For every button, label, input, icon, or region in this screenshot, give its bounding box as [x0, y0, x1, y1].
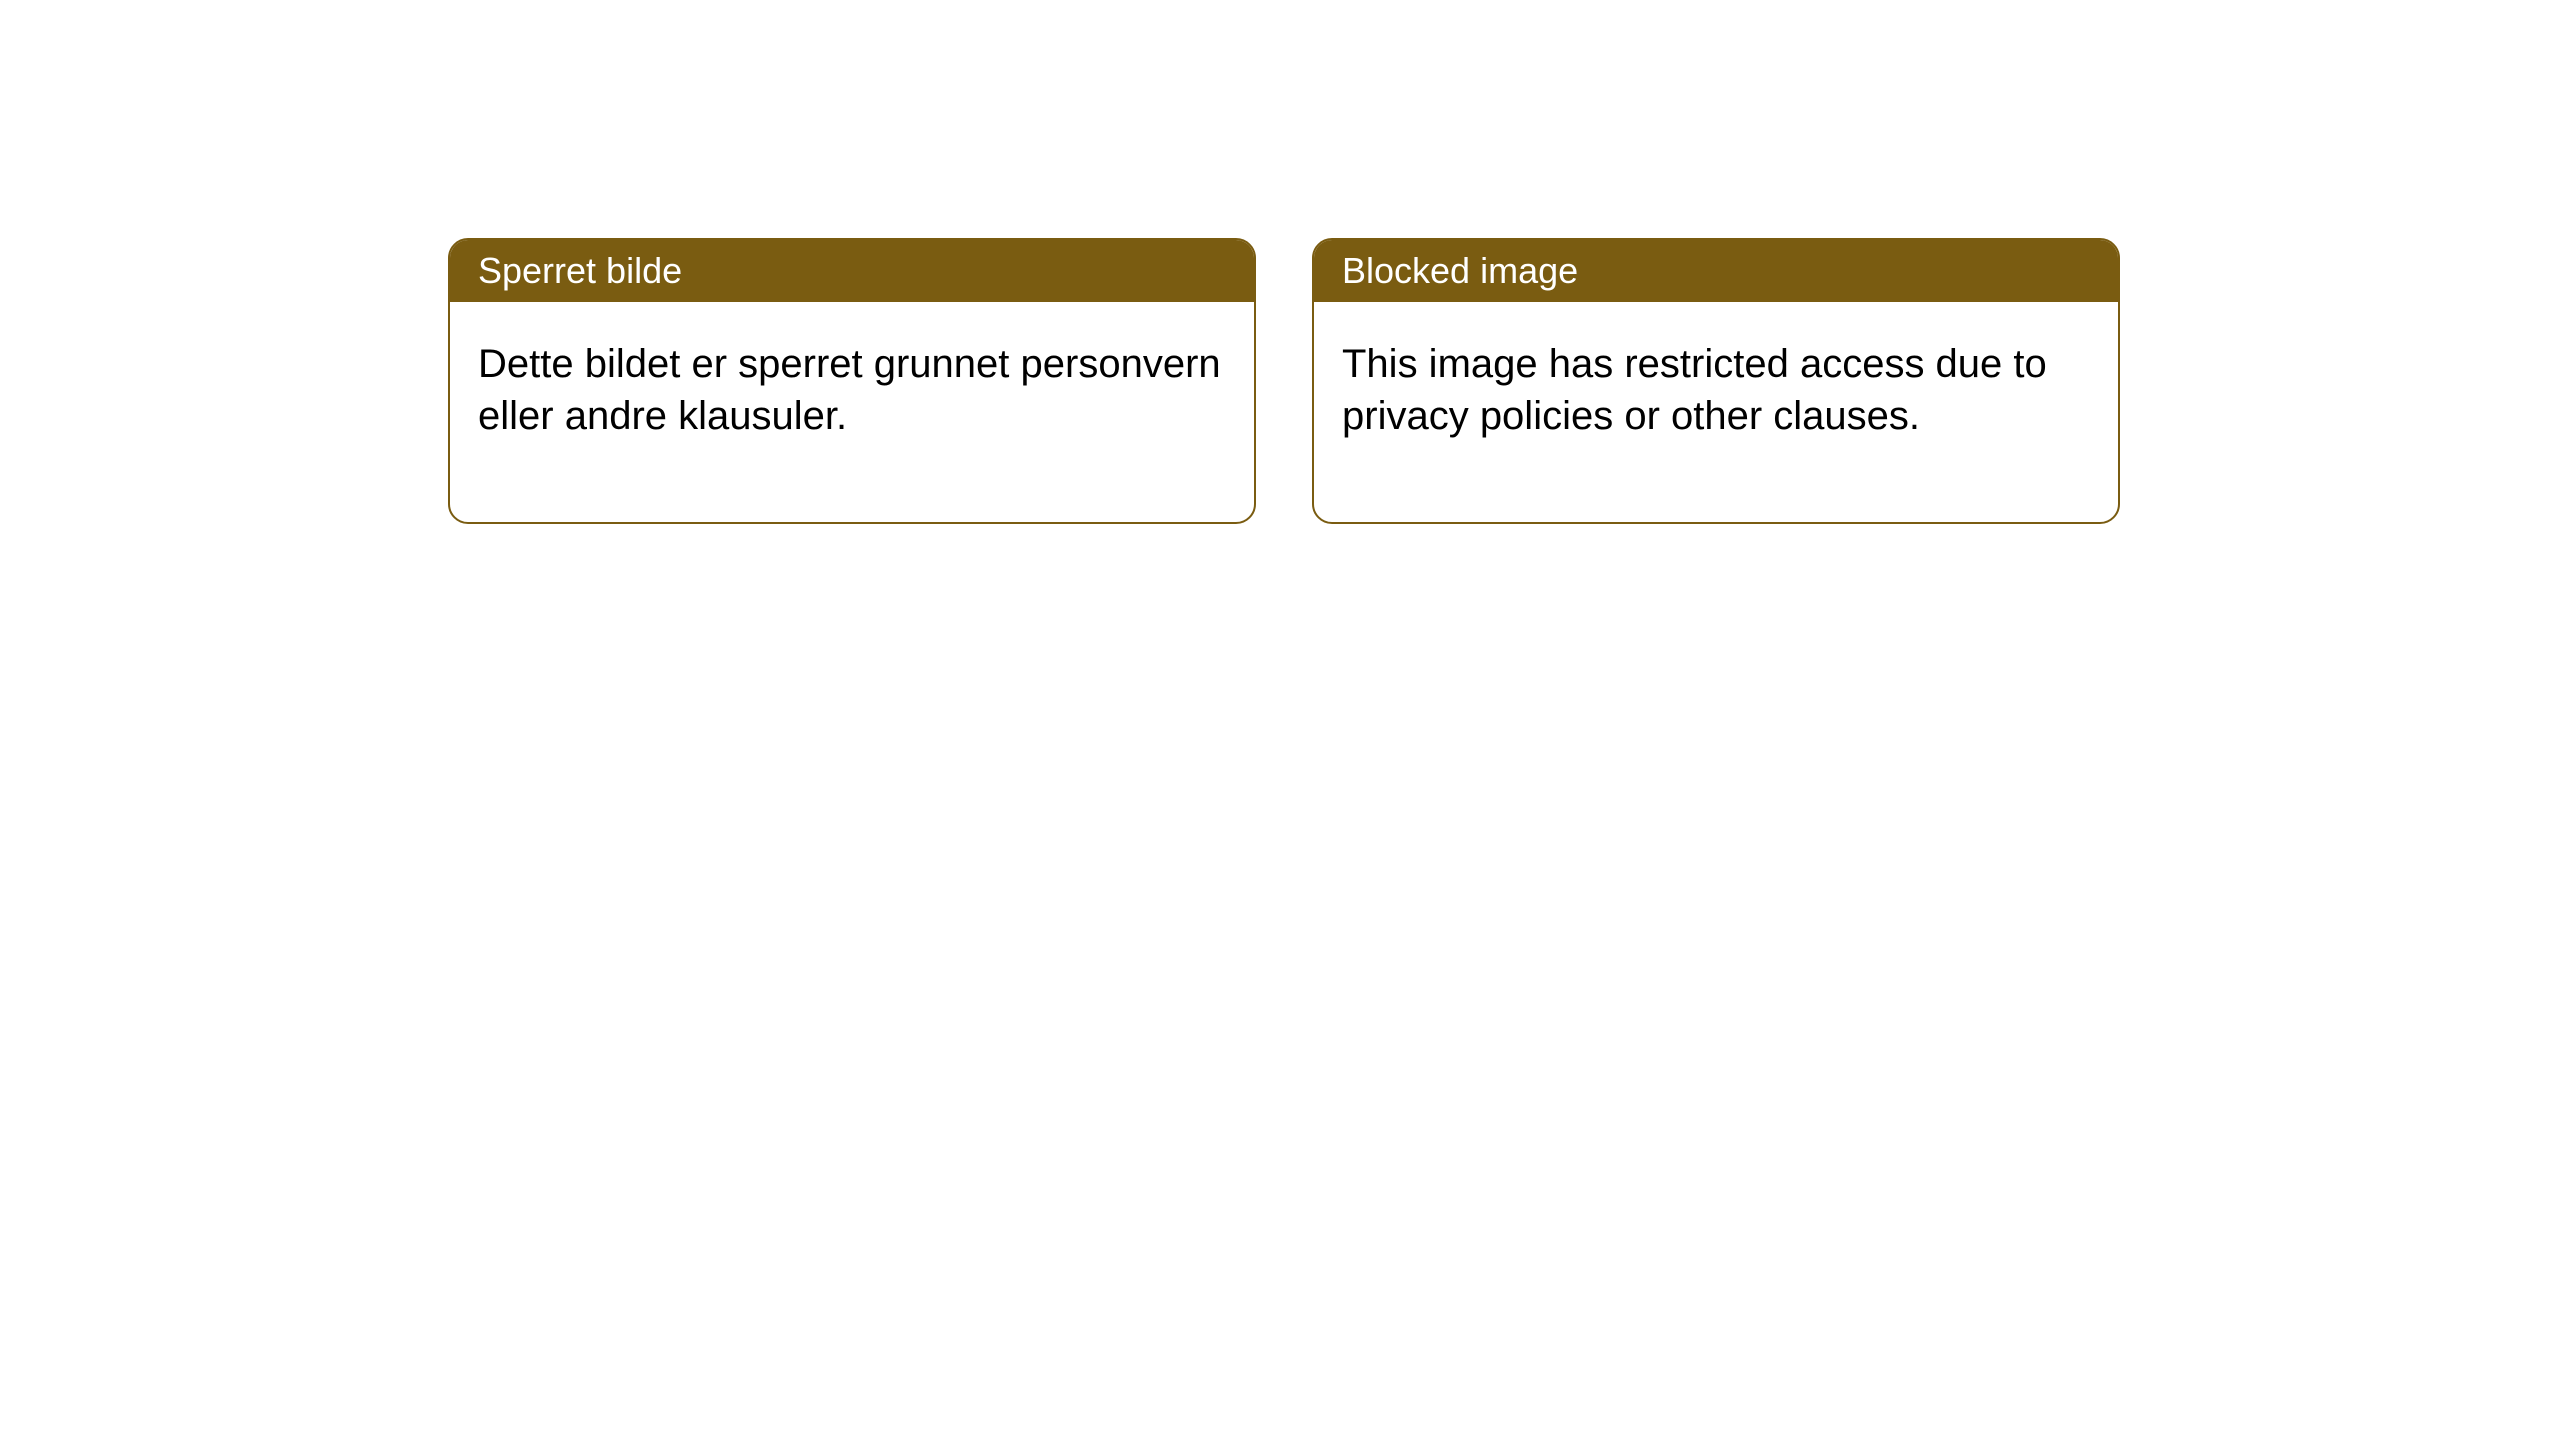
- notice-title: Sperret bilde: [478, 250, 682, 291]
- notice-header: Sperret bilde: [450, 240, 1254, 302]
- notice-header: Blocked image: [1314, 240, 2118, 302]
- notice-body: This image has restricted access due to …: [1314, 302, 2118, 522]
- notice-card-english: Blocked image This image has restricted …: [1312, 238, 2120, 524]
- notice-body: Dette bildet er sperret grunnet personve…: [450, 302, 1254, 522]
- notice-body-text: Dette bildet er sperret grunnet personve…: [478, 342, 1221, 438]
- notice-title: Blocked image: [1342, 250, 1578, 291]
- notice-container: Sperret bilde Dette bildet er sperret gr…: [0, 0, 2560, 524]
- notice-body-text: This image has restricted access due to …: [1342, 342, 2047, 438]
- notice-card-norwegian: Sperret bilde Dette bildet er sperret gr…: [448, 238, 1256, 524]
